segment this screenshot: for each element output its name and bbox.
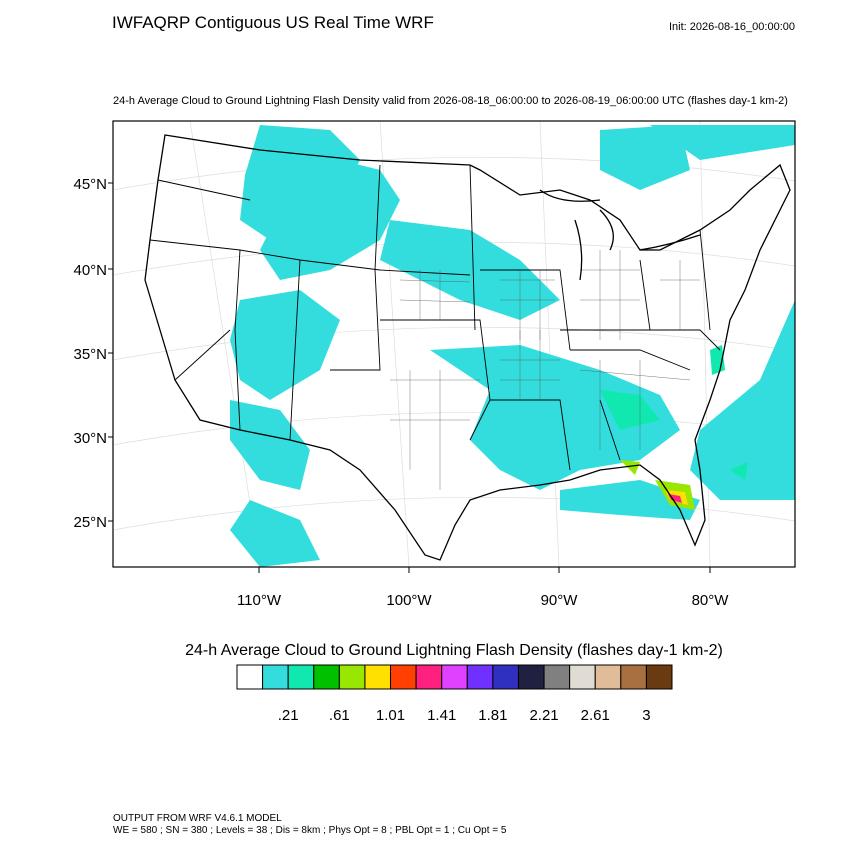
colorbar-title: 24-h Average Cloud to Ground Lightning F… <box>185 642 723 659</box>
colorbar-label: 3 <box>642 707 650 724</box>
colorbar-box <box>390 664 417 690</box>
init-time: Init: 2026-08-16_00:00:00 <box>669 21 795 33</box>
colorbar-label: 1.41 <box>427 707 456 724</box>
colorbar-box <box>313 664 340 690</box>
colorbar-box <box>466 664 494 690</box>
colorbar-box <box>543 664 571 690</box>
footer-line: WE = 580 ; SN = 380 ; Levels = 38 ; Dis … <box>113 825 507 836</box>
colorbar-box <box>364 664 392 690</box>
colorbar-label: 1.01 <box>376 707 405 724</box>
colorbar-box <box>415 664 443 690</box>
colorbar-box <box>517 664 545 690</box>
lon-label: 90°W <box>541 592 579 609</box>
colorbar-box <box>262 664 289 690</box>
map-frame <box>112 120 796 568</box>
lat-label: 40°N <box>73 262 107 279</box>
footer-line: OUTPUT FROM WRF V4.6.1 MODEL <box>113 813 282 824</box>
county-lines <box>390 250 700 490</box>
colorbar-box <box>620 664 647 690</box>
us-outline <box>144 134 791 561</box>
map-subtitle: 24-h Average Cloud to Ground Lightning F… <box>113 95 788 107</box>
lon-label: 100°W <box>386 592 432 609</box>
title: IWFAQRP Contiguous US Real Time WRF <box>112 13 434 32</box>
colorbar-box <box>441 664 468 690</box>
colorbar-box <box>594 664 622 690</box>
state-lines <box>149 164 721 471</box>
lat-label: 45°N <box>73 176 107 193</box>
colorbar-box <box>492 664 519 690</box>
great-lakes <box>539 189 701 281</box>
graticule <box>113 121 795 567</box>
lightning-moderate <box>600 345 748 480</box>
lon-label: 110°W <box>237 592 282 609</box>
lightning-areas <box>230 125 795 567</box>
lon-label: 80°W <box>692 592 730 609</box>
lat-label: 30°N <box>73 430 107 447</box>
colorbar-box <box>338 664 366 690</box>
colorbar-label: 2.61 <box>581 707 610 724</box>
colorbar-box <box>236 664 264 690</box>
colorbar-label: .21 <box>278 707 299 724</box>
lat-label: 35°N <box>73 346 107 363</box>
colorbar-label: .61 <box>329 707 350 724</box>
colorbar-label: 2.21 <box>529 707 558 724</box>
colorbar-box <box>569 664 596 690</box>
colorbar-box <box>287 664 315 690</box>
colorbar-label: 1.81 <box>478 707 507 724</box>
colorbar-box <box>645 664 673 690</box>
map <box>113 121 795 567</box>
lat-label: 25°N <box>73 514 107 531</box>
